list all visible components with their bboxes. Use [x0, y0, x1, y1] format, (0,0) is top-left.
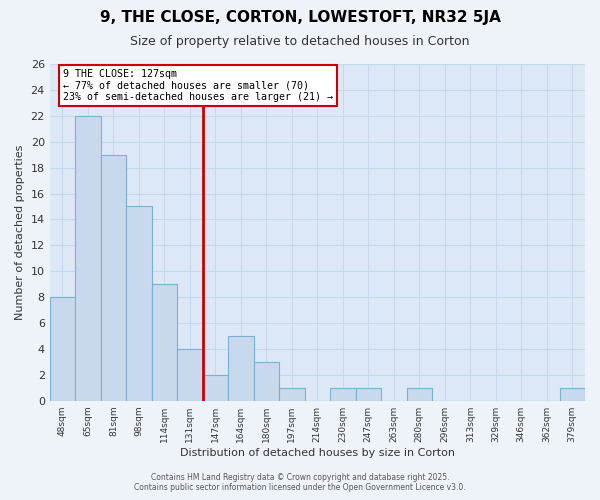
Bar — [203, 375, 228, 400]
Bar — [126, 206, 152, 400]
Bar — [177, 349, 203, 401]
Bar — [330, 388, 356, 400]
Bar — [152, 284, 177, 401]
Y-axis label: Number of detached properties: Number of detached properties — [15, 144, 25, 320]
Bar — [228, 336, 254, 400]
Bar — [407, 388, 432, 400]
Bar — [75, 116, 101, 401]
Bar — [560, 388, 585, 400]
Text: 9, THE CLOSE, CORTON, LOWESTOFT, NR32 5JA: 9, THE CLOSE, CORTON, LOWESTOFT, NR32 5J… — [100, 10, 500, 25]
Text: Contains HM Land Registry data © Crown copyright and database right 2025.
Contai: Contains HM Land Registry data © Crown c… — [134, 473, 466, 492]
Bar — [356, 388, 381, 400]
Bar — [279, 388, 305, 400]
Text: 9 THE CLOSE: 127sqm
← 77% of detached houses are smaller (70)
23% of semi-detach: 9 THE CLOSE: 127sqm ← 77% of detached ho… — [63, 69, 333, 102]
Bar — [101, 154, 126, 400]
X-axis label: Distribution of detached houses by size in Corton: Distribution of detached houses by size … — [180, 448, 455, 458]
Bar — [254, 362, 279, 401]
Text: Size of property relative to detached houses in Corton: Size of property relative to detached ho… — [130, 35, 470, 48]
Bar — [50, 297, 75, 401]
